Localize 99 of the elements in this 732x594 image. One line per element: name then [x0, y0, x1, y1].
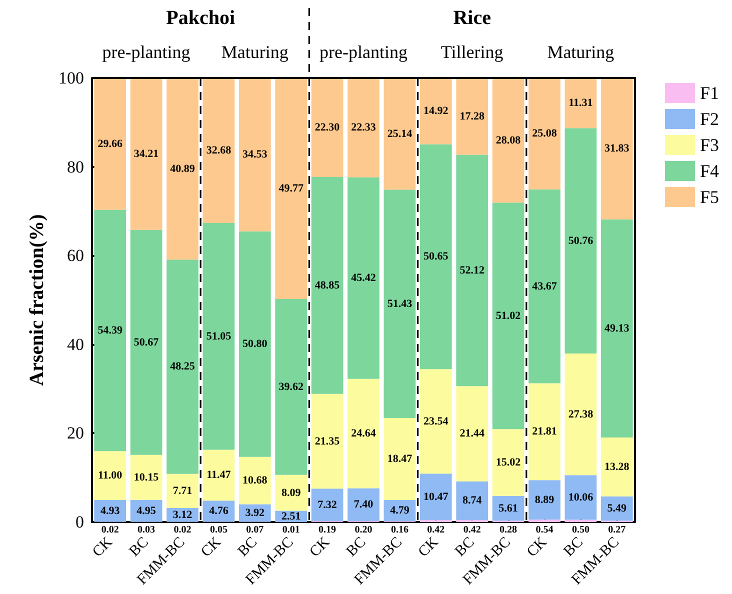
data-label: 8.89	[534, 494, 555, 506]
y-axis-title: Arsenic fraction(%)	[26, 214, 48, 386]
data-label: 40.89	[170, 162, 196, 175]
data-label: 51.02	[496, 310, 522, 322]
data-label: 25.14	[387, 128, 413, 140]
data-label: 21.35	[314, 435, 340, 448]
text: pre-planting	[102, 42, 190, 62]
data-label: 48.25	[170, 360, 196, 373]
x-tick-label: CK	[198, 534, 224, 560]
data-label: 49.13	[604, 322, 630, 334]
legend-label: F3	[700, 135, 720, 155]
x-tick-label: CK	[90, 534, 116, 560]
data-label: 4.93	[100, 504, 120, 517]
text: pre-planting	[320, 42, 408, 62]
data-label: 0.01	[282, 524, 300, 536]
data-label: 51.05	[206, 330, 232, 342]
data-label: 32.68	[206, 144, 232, 157]
data-label: 0.54	[536, 524, 554, 536]
data-label: 11.47	[206, 469, 232, 482]
text: Tillering	[440, 42, 504, 62]
data-label: 0.16	[390, 524, 408, 536]
y-tick-label: 100	[58, 68, 84, 88]
y-tick-label: 40	[67, 334, 84, 354]
data-label: 4.76	[209, 505, 229, 518]
data-label: 52.12	[460, 264, 485, 276]
data-label: 21.44	[460, 428, 485, 440]
data-label: 3.92	[245, 506, 266, 519]
data-label: 4.79	[390, 504, 410, 517]
data-label: 11.00	[98, 470, 123, 482]
x-tick-label: CK	[416, 534, 442, 560]
data-label: 0.02	[174, 524, 192, 536]
data-label: 14.92	[424, 105, 449, 118]
data-label: 4.95	[136, 504, 156, 517]
text: Rice	[453, 7, 492, 29]
data-label: 5.49	[607, 502, 628, 515]
text: Maturing	[547, 42, 614, 62]
data-label: 43.67	[532, 280, 558, 292]
data-label: 8.74	[462, 494, 482, 507]
data-label: 50.67	[134, 336, 160, 348]
data-label: 10.15	[134, 471, 160, 484]
y-tick-label: 20	[67, 424, 84, 443]
data-label: 48.85	[314, 279, 340, 292]
text: Maturing	[221, 42, 288, 62]
data-label: 54.39	[98, 324, 123, 336]
data-label: 24.64	[351, 428, 376, 440]
data-label: 10.47	[424, 490, 449, 503]
data-label: 0.02	[101, 524, 119, 536]
data-label: 0.07	[246, 524, 264, 536]
text: Pakchoi	[166, 7, 236, 29]
data-label: 50.80	[242, 338, 268, 350]
data-label: 23.54	[424, 415, 449, 428]
data-label: 50.76	[568, 234, 594, 247]
data-label: 7.40	[354, 498, 374, 511]
data-label: 5.61	[498, 502, 518, 514]
legend-label: F1	[700, 83, 720, 103]
data-label: 50.65	[424, 250, 449, 263]
data-label: 0.27	[608, 524, 626, 536]
data-label: 34.21	[134, 148, 159, 160]
data-label: 51.43	[387, 298, 413, 310]
data-label: 27.38	[568, 408, 594, 420]
data-label: 0.50	[572, 524, 590, 536]
data-label: 22.33	[351, 122, 376, 134]
data-label: 0.05	[210, 524, 228, 536]
data-label: 11.31	[568, 97, 593, 110]
data-label: 0.42	[463, 524, 481, 536]
data-label: 0.19	[318, 524, 336, 536]
data-label: 34.53	[242, 148, 268, 161]
legend-label: F2	[700, 109, 720, 129]
data-label: 15.02	[496, 456, 522, 469]
data-label: 21.81	[532, 426, 557, 438]
x-tick-label: CK	[306, 534, 334, 560]
data-label: 7.32	[318, 498, 338, 511]
data-label: 7.71	[172, 484, 192, 497]
y-tick-label: 80	[67, 157, 84, 176]
legend-label: F4	[700, 161, 720, 181]
data-label: 39.62	[278, 380, 304, 393]
data-label: 29.66	[98, 138, 123, 150]
data-label: 18.47	[387, 453, 413, 466]
legend-label: F5	[700, 187, 720, 207]
data-label: 2.51	[281, 510, 301, 522]
data-label: 0.28	[500, 524, 518, 536]
data-label: 25.08	[532, 128, 558, 140]
data-label: 22.30	[314, 121, 340, 134]
data-label: 8.09	[281, 486, 302, 499]
data-label: 13.28	[604, 460, 630, 473]
y-tick-label: 0	[76, 512, 84, 532]
data-label: 3.12	[172, 508, 193, 521]
x-tick-label: CK	[524, 534, 550, 560]
data-label: 10.68	[242, 474, 268, 487]
data-label: 45.42	[351, 272, 376, 284]
data-label: 0.42	[427, 524, 445, 536]
y-tick-label: 60	[67, 246, 84, 266]
data-label: 0.03	[138, 524, 156, 536]
data-label: 49.77	[278, 182, 304, 194]
data-label: 28.08	[496, 134, 522, 146]
data-label: 17.28	[460, 110, 485, 122]
data-label: 10.06	[568, 491, 594, 504]
data-label: 0.20	[354, 524, 372, 536]
data-label: 31.83	[604, 142, 630, 155]
